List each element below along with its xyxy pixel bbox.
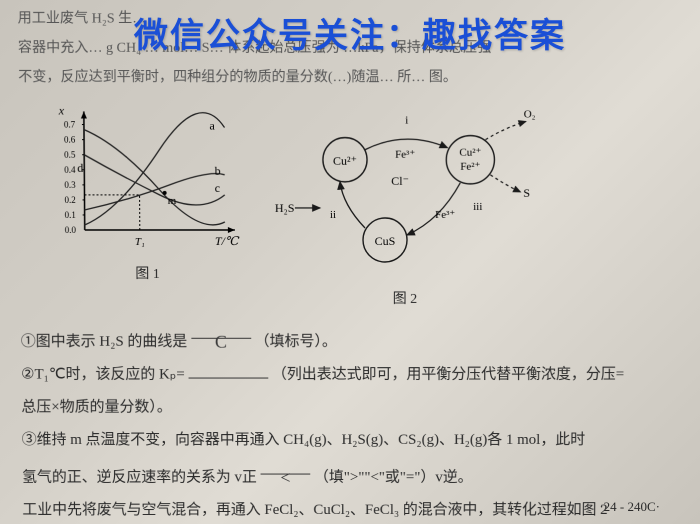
- question-2: ②T₁℃时，该反应的 Kₚ= （列出表达式即可，用平衡分压代替平衡浓度，分压=: [21, 361, 679, 388]
- svg-text:0.7: 0.7: [64, 119, 76, 129]
- svg-text:a: a: [209, 118, 215, 132]
- watermark-text: 微信公众号关注：趣找答案: [0, 6, 700, 67]
- q3-post: （填">""<"或"="）v逆。: [314, 469, 473, 485]
- q2-blank: [188, 363, 268, 378]
- context-line-3: 不变，反应达到平衡时，四种组分的物质的量分数(…)随温… 所… 图。: [18, 65, 682, 90]
- page-content: 用工业废气 H₂S 生… 容器中充入… g CH₄ … mol… S… 体系起始…: [0, 0, 700, 522]
- question-2-line2: 总压×物质的量分数）。: [21, 394, 678, 421]
- q1-answer: C: [215, 332, 227, 352]
- figure-2: Cu²⁺ Cu²⁺ Fe²⁺ CuS Cl⁻ Fe³⁺ i Fe³⁺ iii i…: [275, 99, 536, 312]
- svg-text:Fe²⁺: Fe²⁺: [460, 160, 480, 172]
- svg-text:0.3: 0.3: [64, 179, 76, 189]
- q2-text: ②T₁℃时，该反应的 Kₚ=: [21, 366, 185, 382]
- svg-text:T₁: T₁: [135, 236, 145, 248]
- q3-blank: <: [261, 459, 311, 474]
- q1-post: （填标号）。: [255, 334, 337, 350]
- svg-text:b: b: [215, 163, 221, 177]
- footer-code: ·24 - 240C·: [599, 495, 660, 518]
- svg-text:0.5: 0.5: [64, 149, 76, 159]
- question-3: 氢气的正、逆反应速率的关系为 v正 < （填">""<"或"="）v逆。: [22, 459, 678, 491]
- question-3-line1: ③维持 m 点温度不变，向容器中再通入 CH₄(g)、H₂S(g)、CS₂(g)…: [22, 427, 679, 454]
- q1-text: ①图中表示 H₂S 的曲线是: [21, 334, 188, 350]
- chart-fig1: 0.0 0.1 0.2 0.3 0.4 0.5 0.6 0.7: [49, 99, 245, 250]
- svg-text:0.6: 0.6: [64, 134, 76, 144]
- svg-text:x: x: [58, 103, 65, 117]
- svg-text:Cu²⁺: Cu²⁺: [459, 146, 481, 158]
- q1-blank: C: [191, 324, 251, 339]
- svg-text:H₂S: H₂S: [275, 201, 295, 215]
- svg-text:Fe³⁺: Fe³⁺: [435, 209, 455, 221]
- svg-text:Fe³⁺: Fe³⁺: [395, 148, 415, 160]
- svg-text:c: c: [215, 180, 220, 194]
- svg-text:i: i: [405, 114, 408, 126]
- q2-post: （列出表达式即可，用平衡分压代替平衡浓度，分压=: [272, 366, 624, 382]
- svg-text:d: d: [77, 160, 83, 174]
- q3-text: 氢气的正、逆反应速率的关系为 v正: [22, 469, 257, 485]
- q3-answer: <: [280, 467, 290, 487]
- svg-text:CuS: CuS: [375, 234, 396, 248]
- svg-text:0.0: 0.0: [65, 225, 77, 235]
- svg-text:O₂: O₂: [524, 108, 536, 120]
- svg-text:ii: ii: [330, 209, 336, 221]
- svg-text:T/℃: T/℃: [215, 234, 240, 248]
- svg-text:Cu²⁺: Cu²⁺: [333, 153, 357, 167]
- question-1: ①图中表示 H₂S 的曲线是 C （填标号）。: [21, 324, 680, 356]
- diagram-fig2: Cu²⁺ Cu²⁺ Fe²⁺ CuS Cl⁻ Fe³⁺ i Fe³⁺ iii i…: [275, 99, 536, 275]
- svg-text:0.4: 0.4: [64, 164, 76, 174]
- question-4: 工业中先将废气与空气混合，再通入 FeCl₂、CuCl₂、FeCl₃ 的混合液中…: [22, 497, 677, 524]
- svg-text:S: S: [523, 185, 530, 199]
- figure-1: 0.0 0.1 0.2 0.3 0.4 0.5 0.6 0.7: [49, 99, 245, 287]
- fig2-caption: 图 2: [275, 287, 535, 312]
- svg-text:m: m: [168, 195, 177, 207]
- svg-text:iii: iii: [473, 201, 482, 213]
- svg-text:Cl⁻: Cl⁻: [391, 173, 409, 187]
- svg-text:0.2: 0.2: [64, 194, 76, 204]
- svg-text:0.1: 0.1: [65, 210, 76, 220]
- fig1-caption: 图 1: [50, 262, 245, 287]
